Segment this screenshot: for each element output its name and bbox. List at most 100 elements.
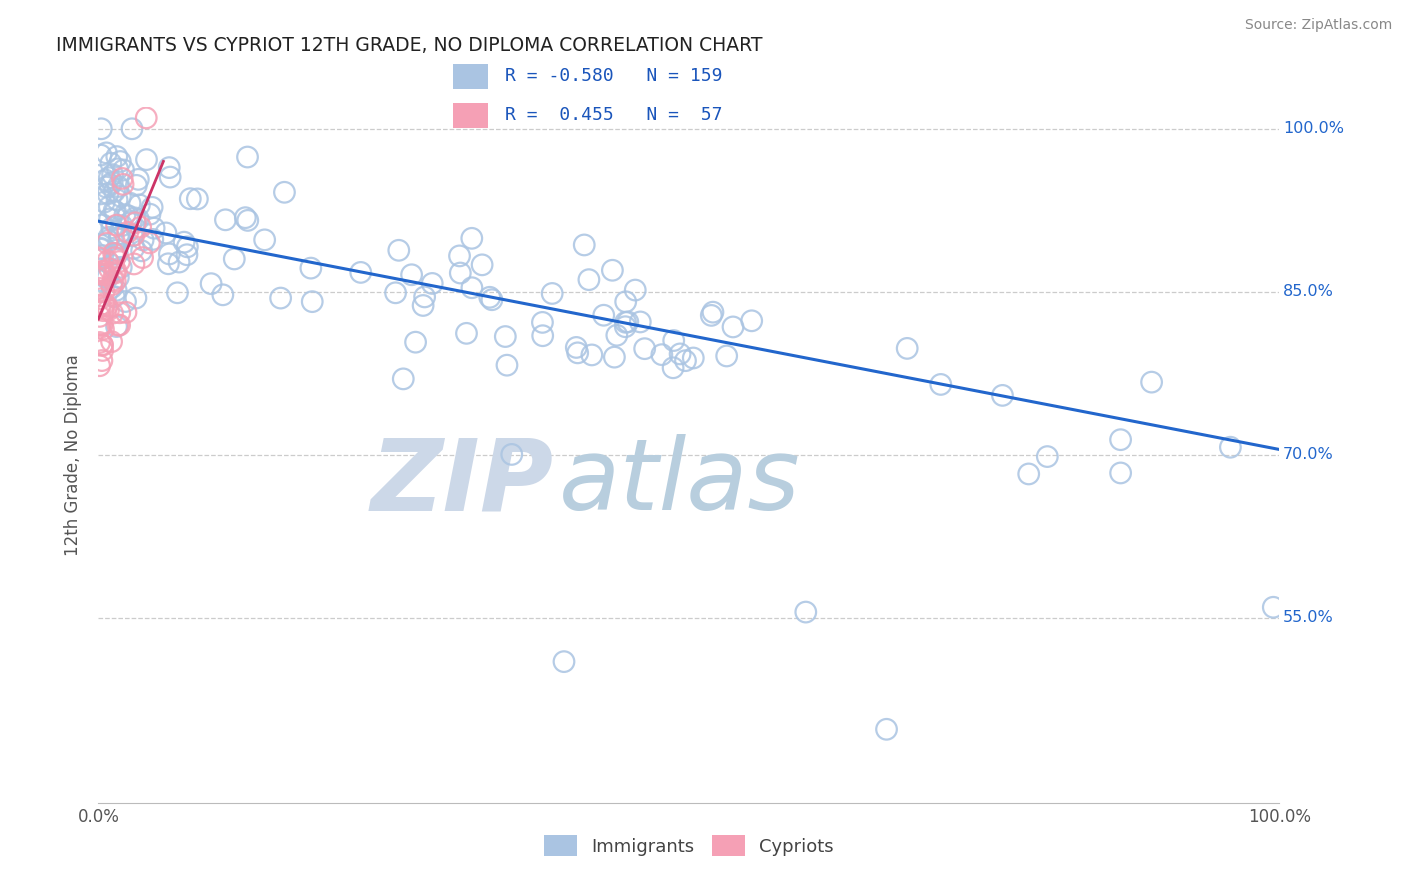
Point	[100, 334, 122, 349]
Point	[1109, 466, 1132, 480]
Point	[461, 231, 484, 245]
Point	[110, 260, 132, 275]
Point	[121, 228, 143, 243]
Text: R =  0.455   N =  57: R = 0.455 N = 57	[505, 106, 723, 124]
Point	[456, 326, 478, 341]
Point	[91, 248, 114, 262]
Point	[176, 240, 198, 254]
Point	[794, 605, 817, 619]
Bar	[453, 103, 488, 128]
Point	[128, 198, 150, 212]
Point	[94, 268, 117, 282]
Text: atlas: atlas	[560, 434, 800, 532]
Point	[110, 154, 132, 169]
Point	[157, 247, 180, 261]
Point	[91, 303, 114, 318]
Point	[179, 192, 201, 206]
Point	[592, 308, 614, 322]
Point	[565, 341, 588, 355]
Point	[224, 252, 246, 266]
Point	[100, 277, 122, 292]
Point	[478, 290, 501, 304]
Point	[139, 207, 162, 221]
Point	[167, 255, 190, 269]
Point	[155, 226, 177, 240]
Point	[176, 248, 198, 262]
Point	[101, 176, 124, 190]
Point	[614, 315, 637, 329]
Point	[97, 270, 120, 285]
Point	[876, 723, 898, 737]
Point	[614, 294, 637, 309]
Point	[98, 230, 121, 244]
Point	[541, 286, 564, 301]
Point	[90, 353, 112, 368]
Point	[115, 305, 138, 319]
Point	[159, 170, 181, 185]
Point	[662, 334, 685, 348]
Point	[104, 184, 127, 198]
Point	[89, 281, 111, 295]
Point	[235, 211, 257, 225]
Point	[90, 274, 112, 288]
Point	[628, 315, 651, 329]
Point	[1036, 450, 1059, 464]
Point	[107, 179, 129, 194]
Point	[117, 209, 139, 223]
Point	[89, 359, 111, 373]
Point	[471, 258, 494, 272]
Point	[1140, 375, 1163, 389]
Text: ZIP: ZIP	[370, 434, 553, 532]
Bar	[453, 63, 488, 89]
Point	[236, 213, 259, 227]
Point	[929, 377, 952, 392]
Point	[682, 351, 704, 365]
Point	[100, 156, 122, 170]
Point	[112, 178, 135, 192]
Point	[716, 349, 738, 363]
Point	[127, 172, 149, 186]
Point	[617, 315, 640, 329]
Point	[214, 212, 236, 227]
Point	[108, 306, 131, 320]
Point	[107, 270, 129, 285]
Point	[104, 204, 127, 219]
Point	[270, 291, 292, 305]
Point	[107, 318, 129, 333]
Point	[91, 218, 114, 232]
Point	[108, 232, 131, 246]
Point	[89, 310, 111, 324]
Point	[101, 280, 124, 294]
Point	[138, 235, 160, 250]
Point	[166, 285, 188, 300]
Point	[173, 235, 195, 250]
Point	[108, 318, 131, 332]
Point	[98, 200, 121, 214]
Point	[110, 230, 132, 244]
Point	[122, 257, 145, 271]
Point	[103, 203, 125, 218]
Point	[122, 241, 145, 255]
Point	[121, 121, 143, 136]
Point	[97, 302, 120, 317]
Point	[392, 372, 415, 386]
Point	[94, 270, 117, 285]
Point	[105, 150, 128, 164]
Point	[103, 290, 125, 304]
Point	[531, 328, 554, 343]
Point	[94, 173, 117, 187]
Point	[114, 294, 136, 309]
Point	[100, 258, 122, 272]
Point	[700, 309, 723, 323]
Point	[157, 257, 180, 271]
Point	[602, 263, 624, 277]
Point	[117, 225, 139, 239]
Y-axis label: 12th Grade, No Diploma: 12th Grade, No Diploma	[65, 354, 83, 556]
Point	[101, 220, 124, 235]
Point	[105, 243, 128, 257]
Point	[91, 318, 114, 332]
Point	[574, 238, 596, 252]
Point	[1263, 600, 1285, 615]
Point	[131, 244, 153, 258]
Point	[98, 212, 121, 227]
